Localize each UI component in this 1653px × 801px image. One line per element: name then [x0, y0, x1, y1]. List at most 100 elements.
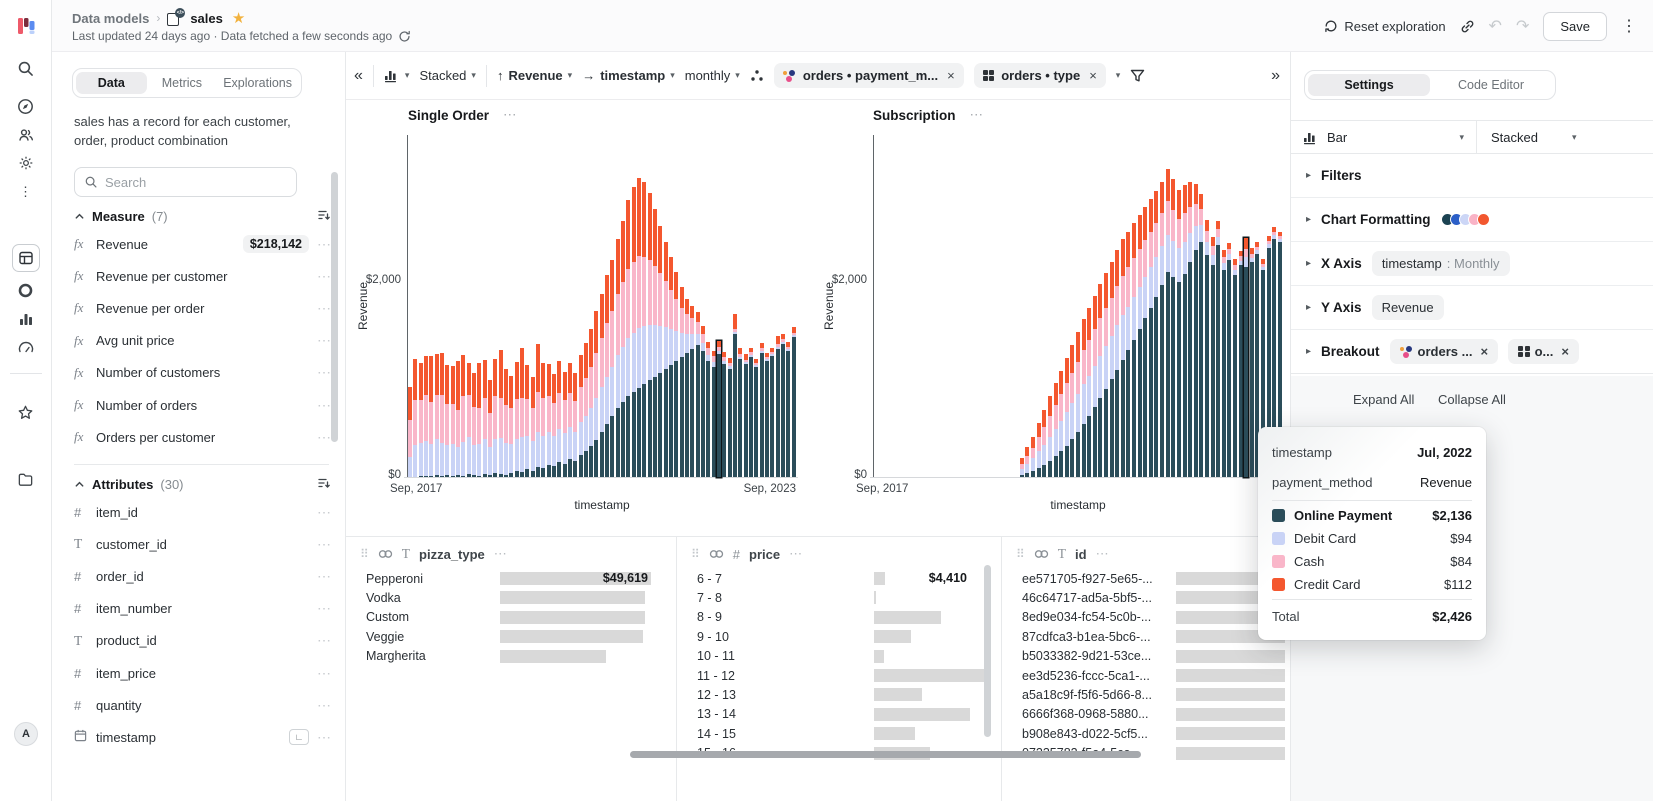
- bar-chart-icon[interactable]: [12, 305, 40, 333]
- attribute-row[interactable]: # item_id ⋯: [52, 496, 345, 528]
- bar[interactable]: [434, 353, 439, 477]
- bar[interactable]: [1221, 250, 1226, 477]
- bar[interactable]: [780, 333, 785, 477]
- bar[interactable]: [1092, 295, 1097, 477]
- bar[interactable]: [413, 358, 418, 477]
- bar[interactable]: [567, 362, 572, 477]
- bar[interactable]: [1227, 242, 1232, 477]
- add-breakout-dropdown-icon[interactable]: ▾: [1115, 70, 1121, 80]
- bar[interactable]: [701, 326, 706, 477]
- attribute-row[interactable]: # item_number ⋯: [52, 593, 345, 625]
- row-menu-icon[interactable]: ⋯: [317, 396, 331, 413]
- expand-right-icon[interactable]: »: [1271, 66, 1280, 84]
- x-field-dropdown[interactable]: → timestamp ▾: [582, 68, 675, 83]
- avatar[interactable]: A: [14, 722, 38, 746]
- bar[interactable]: [647, 193, 652, 477]
- bar[interactable]: [461, 354, 466, 477]
- row-menu-icon[interactable]: ⋯: [317, 567, 331, 584]
- y-axis-field-chip[interactable]: Revenue: [1371, 295, 1444, 320]
- bar[interactable]: [1233, 259, 1237, 477]
- attribute-row[interactable]: # item_price ⋯: [52, 657, 345, 689]
- bar[interactable]: [749, 347, 753, 477]
- bar[interactable]: [626, 200, 631, 477]
- bar[interactable]: [450, 365, 455, 477]
- summary-row[interactable]: 10 - 11: [677, 647, 1001, 666]
- section-filters[interactable]: ▸ Filters: [1291, 154, 1653, 198]
- bar[interactable]: [1109, 262, 1114, 477]
- bar[interactable]: [477, 362, 482, 477]
- data-model-view-icon[interactable]: [11, 244, 40, 272]
- summary-row[interactable]: 13 - 14: [677, 705, 1001, 724]
- sort-icon[interactable]: [317, 476, 331, 493]
- measure-dropdown[interactable]: ↑ Revenue ▾: [496, 68, 573, 83]
- bar[interactable]: [653, 208, 658, 477]
- search-icon[interactable]: [12, 54, 40, 82]
- chart-menu-icon[interactable]: ⋯: [969, 107, 984, 122]
- chart-menu-icon[interactable]: ⋯: [503, 107, 517, 122]
- bar[interactable]: [754, 359, 759, 477]
- bar[interactable]: [1148, 199, 1153, 477]
- bar[interactable]: [1098, 283, 1103, 477]
- drag-handle-icon[interactable]: ⠿: [360, 547, 369, 561]
- bar[interactable]: [1204, 219, 1209, 477]
- bar[interactable]: [605, 275, 610, 477]
- summary-row[interactable]: 6666f368-0968-5880...: [1002, 705, 1290, 724]
- summary-row[interactable]: 46c64717-ad5a-5bf5-...: [1002, 588, 1290, 607]
- bar[interactable]: [599, 293, 604, 477]
- row-menu-icon[interactable]: ⋯: [317, 299, 331, 316]
- summary-row[interactable]: Custom: [346, 608, 676, 627]
- summary-row[interactable]: Pepperoni $49,619: [346, 569, 676, 588]
- measure-row[interactable]: fx Avg unit price ⋯: [52, 325, 345, 357]
- summary-row[interactable]: 9 - 10: [677, 627, 1001, 646]
- bar[interactable]: [1064, 357, 1069, 477]
- measure-row[interactable]: fx Revenue per order ⋯: [52, 292, 345, 324]
- tab-code-editor[interactable]: Code Editor: [1457, 78, 1524, 92]
- attribute-row[interactable]: timestamp ∟ ⋯: [52, 721, 345, 753]
- refresh-icon[interactable]: [398, 30, 411, 43]
- bar[interactable]: [482, 359, 487, 477]
- row-menu-icon[interactable]: ⋯: [317, 364, 331, 381]
- bar[interactable]: [631, 187, 636, 477]
- bar[interactable]: [786, 342, 791, 477]
- bar[interactable]: [759, 343, 764, 477]
- more-vertical-icon[interactable]: ⋮: [19, 184, 32, 199]
- remove-chip-icon[interactable]: ×: [1480, 344, 1489, 359]
- color-palette-preview[interactable]: [1440, 213, 1490, 226]
- bar[interactable]: [1266, 235, 1271, 477]
- granularity-icon[interactable]: ∟: [289, 729, 309, 746]
- bar[interactable]: [493, 358, 498, 477]
- bar[interactable]: [1255, 241, 1260, 477]
- measure-row[interactable]: fx Number of customers ⋯: [52, 357, 345, 389]
- summary-row[interactable]: 14 - 15: [677, 724, 1001, 743]
- stacking-dropdown[interactable]: Stacked ▾: [419, 68, 476, 83]
- bar[interactable]: [541, 362, 546, 477]
- folder-icon[interactable]: [12, 465, 40, 493]
- bar[interactable]: [418, 362, 423, 477]
- measure-row[interactable]: fx Revenue $218,142 ⋯: [52, 228, 345, 260]
- bar[interactable]: [1216, 220, 1221, 477]
- donut-chart-icon[interactable]: [12, 276, 40, 304]
- row-menu-icon[interactable]: ⋯: [317, 535, 331, 552]
- bar[interactable]: [615, 238, 620, 477]
- bar[interactable]: [519, 347, 524, 477]
- bar[interactable]: [679, 286, 684, 477]
- remove-chip-icon[interactable]: ×: [1561, 344, 1569, 359]
- bar[interactable]: [722, 351, 727, 477]
- bar[interactable]: [1120, 239, 1125, 477]
- row-menu-icon[interactable]: ⋯: [317, 332, 331, 349]
- section-chart-formatting[interactable]: ▸ Chart Formatting: [1291, 198, 1653, 242]
- summary-row[interactable]: 8ed9e034-fc54-5c0b-...: [1002, 608, 1290, 627]
- bar[interactable]: [1025, 447, 1030, 477]
- breakout-chip-1[interactable]: orders ... ×: [1389, 339, 1499, 364]
- bar[interactable]: [1036, 422, 1041, 477]
- bar[interactable]: [743, 354, 748, 477]
- bar[interactable]: [1160, 182, 1165, 477]
- summary-row[interactable]: 11 - 12: [677, 666, 1001, 685]
- bar[interactable]: [1277, 231, 1282, 477]
- bar[interactable]: [1075, 332, 1080, 477]
- left-panel-scrollbar[interactable]: [331, 172, 338, 442]
- bar[interactable]: [663, 241, 668, 477]
- expand-all-link[interactable]: Expand All: [1353, 392, 1415, 407]
